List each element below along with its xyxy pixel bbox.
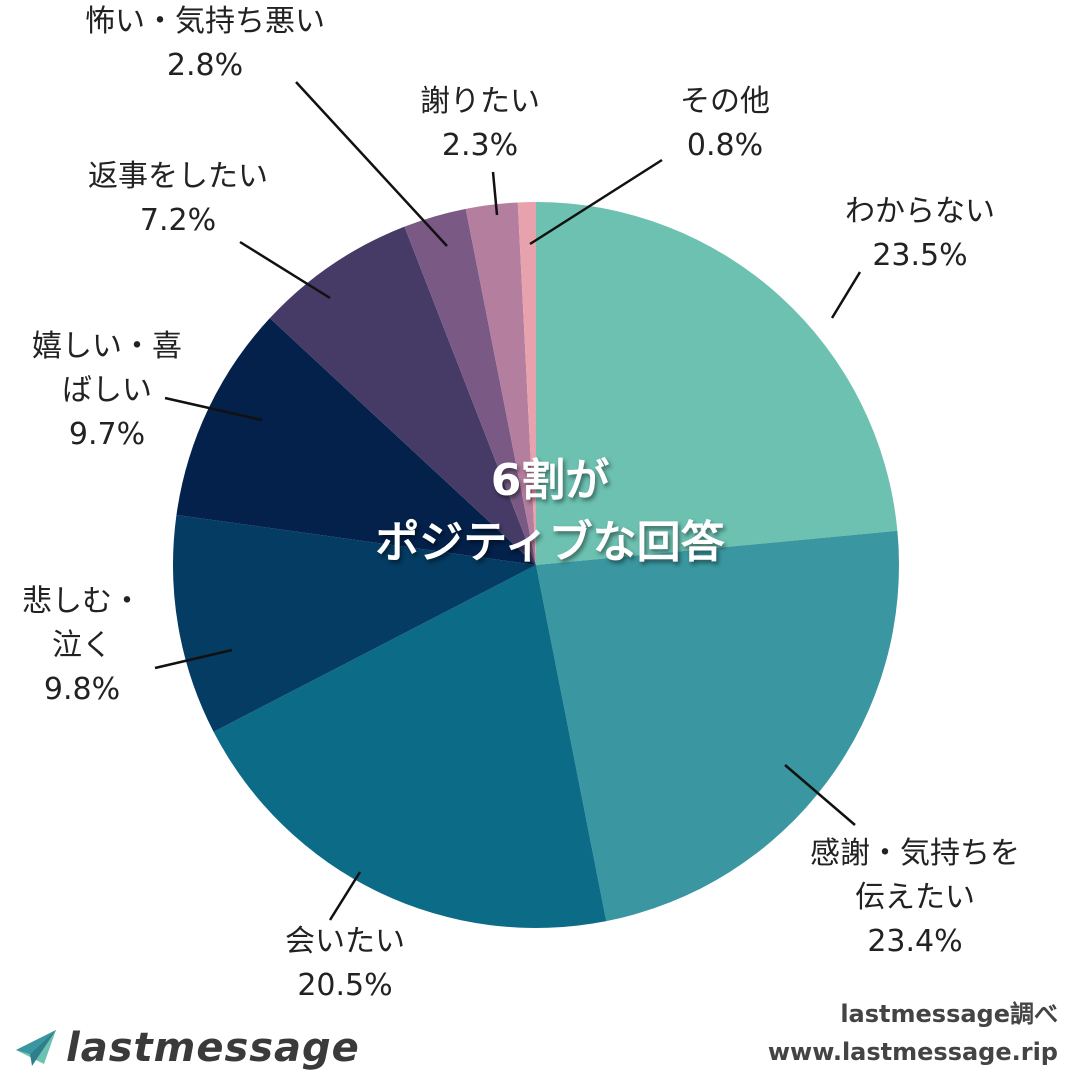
leader-line — [154, 648, 233, 670]
slice-value: 0.8% — [686, 128, 764, 163]
slice-label: 怖い・気持ち悪い 2.8% — [55, 0, 355, 88]
paper-plane-icon — [16, 1030, 56, 1066]
slice-value: 23.4% — [867, 924, 963, 959]
slice-label-text: 伝えたい — [855, 880, 975, 915]
pie-slice — [465, 202, 536, 565]
pie-slice — [536, 202, 898, 565]
pie-slice — [173, 514, 537, 732]
slice-label-text: 悲しむ・ — [22, 584, 142, 619]
slice-label-text: 会いたい — [285, 924, 405, 959]
leader-line — [239, 240, 331, 300]
source-line-1: lastmessage調べ — [840, 1000, 1058, 1028]
slice-label-text: わからない — [845, 194, 995, 229]
slice-value: 7.2% — [139, 203, 217, 238]
leader-line — [295, 81, 448, 247]
pie-slice — [404, 208, 536, 565]
slice-label-text: 返事をしたい — [88, 159, 268, 194]
pie-slice — [517, 202, 536, 565]
slice-value: 2.8% — [166, 48, 244, 83]
slice-value: 9.7% — [68, 417, 146, 452]
slice-value: 23.5% — [872, 238, 968, 273]
slice-value: 9.8% — [43, 672, 121, 707]
slice-label: 悲しむ・泣く 9.8% — [0, 580, 232, 712]
leader-line — [529, 158, 663, 246]
slice-label-text: 泣く — [52, 628, 112, 663]
slice-label: 嬉しい・喜ばしい 9.7% — [0, 325, 257, 457]
slice-label: 感謝・気持ちを 伝えたい 23.4% — [765, 832, 1065, 964]
pie-slice — [176, 318, 536, 565]
brand-logo: lastmessage — [14, 1018, 360, 1078]
slice-label: 会いたい 20.5% — [195, 920, 495, 1008]
leader-line — [784, 764, 856, 826]
center-label-line-1: 6割が — [490, 455, 610, 506]
slice-label-text: 謝りたい — [420, 84, 540, 119]
pie-slice — [269, 226, 536, 565]
slice-value: 2.3% — [441, 128, 519, 163]
slice-label: 返事をしたい 7.2% — [28, 155, 328, 243]
slice-value: 20.5% — [297, 968, 393, 1003]
slice-label: わからない 23.5% — [770, 190, 1070, 278]
slice-label-text: その他 — [680, 84, 770, 119]
slice-label-text: 怖い・気持ち悪い — [85, 4, 325, 39]
center-label-line-2: ポジティブな回答 — [375, 517, 725, 568]
leader-line — [491, 171, 499, 216]
logo-text: lastmessage — [66, 1025, 360, 1071]
slice-label: 謝りたい 2.3% — [330, 80, 630, 168]
center-label: 6割が ポジティブな回答 — [300, 450, 800, 574]
leader-line — [830, 271, 862, 319]
source-note: lastmessage調べ www.lastmessage.rip — [768, 995, 1058, 1071]
slice-label-text: 嬉しい・喜 — [32, 329, 182, 364]
leader-line — [164, 396, 263, 422]
pie-slice — [213, 565, 607, 929]
pie-slice — [536, 530, 899, 922]
source-line-2: www.lastmessage.rip — [767, 1038, 1058, 1066]
slice-label: その他 0.8% — [575, 80, 875, 168]
slice-label-text: ばしい — [62, 373, 152, 408]
leader-line — [328, 871, 362, 921]
slice-label-text: 感謝・気持ちを — [810, 836, 1020, 871]
